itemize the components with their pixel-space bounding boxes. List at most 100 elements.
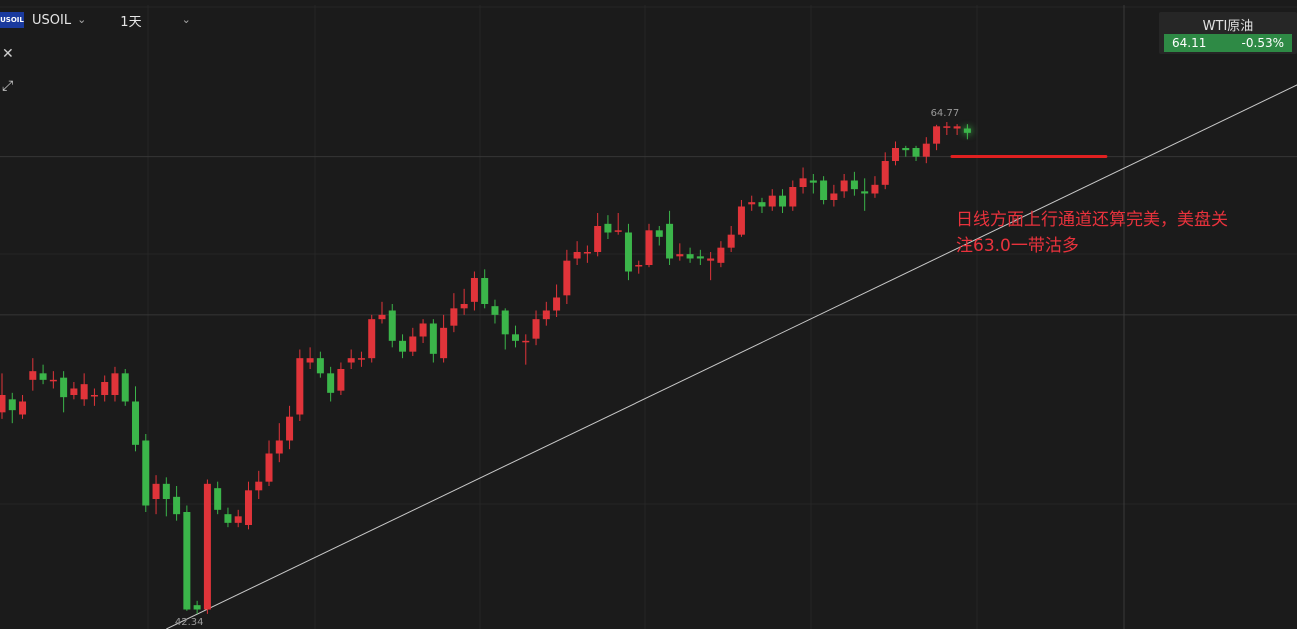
candle [912,148,920,157]
timeframe-selector[interactable]: 1天 [120,14,142,30]
candle [624,232,632,272]
candle [850,180,858,190]
candle [214,488,222,510]
candle [357,358,365,360]
candle [902,148,910,151]
candle [19,401,27,415]
candle [152,483,160,499]
candle [840,180,848,192]
candle [789,187,797,207]
candle [532,319,540,339]
low-price-label: 42.34 [175,617,204,628]
candle [327,373,335,393]
candle [635,265,643,267]
candle [799,178,807,187]
close-icon[interactable]: ✕ [2,46,14,62]
candle [491,306,499,315]
analysis-note: 日线方面上行通道还算完美，美盘关 注63.0一带沽多 [956,207,1296,259]
candle [80,384,88,400]
high-price-label: 64.77 [931,108,960,119]
candle [748,202,756,205]
candle [563,260,571,296]
candle [830,193,838,200]
candle [347,358,355,363]
candle [666,223,674,259]
symbol-selector[interactable]: USOIL [32,12,72,28]
candle [337,369,345,391]
candle [573,252,581,259]
candle [604,223,612,233]
candle [809,180,817,183]
candle [0,395,6,413]
candle [183,512,191,610]
candle [881,161,889,185]
candle [378,314,386,320]
quote-panel: WTI原油 64.11 -0.53% [1159,12,1297,54]
candle [49,379,57,382]
candle [470,278,478,302]
candle [820,180,828,200]
candle [460,304,468,309]
candle [29,371,37,380]
candle [583,252,591,254]
candle [696,256,704,259]
candle [727,234,735,248]
candle [409,336,417,352]
candle [121,373,129,402]
candle [891,148,899,161]
candle [275,440,283,454]
candle [861,191,869,194]
candle [224,514,232,523]
candle [316,358,324,374]
candle [922,143,930,157]
candle [440,327,448,359]
candle [943,126,951,128]
candle [101,382,109,395]
candle [779,195,787,207]
quote-price: 64.11 [1172,36,1207,50]
candle [286,416,294,441]
candle [429,323,437,354]
candle [419,323,427,337]
chevron-down-icon[interactable]: ⌄ [77,12,87,26]
analysis-note-line: 注63.0一带沽多 [956,236,1079,256]
collapse-icon[interactable]: ⤢ [2,78,14,94]
candle [450,308,458,326]
candle [614,230,622,232]
quote-badge: 64.11 -0.53% [1164,34,1292,52]
candle [737,206,745,235]
candle [686,254,694,259]
chevron-down-icon[interactable]: ⌄ [181,12,191,26]
candle [234,516,242,523]
candle [399,340,407,352]
candle [676,254,684,257]
candle [553,297,561,311]
candle [707,258,715,261]
candle [512,334,519,341]
candle [265,453,273,482]
symbol-logo: USOIL [0,12,24,28]
trendline [166,84,1297,629]
candle [193,605,201,610]
candle [768,195,776,207]
candle [162,483,170,499]
candle [501,310,509,335]
candle [963,128,971,133]
quote-change: -0.53% [1241,36,1284,50]
candle [933,126,941,144]
candle [142,440,150,506]
candle [203,483,211,610]
candle [60,377,68,398]
quote-title: WTI原油 [1202,19,1254,34]
candle [645,230,653,265]
candle [522,340,530,343]
candle [758,202,766,207]
candle [173,496,181,515]
candle [8,399,16,411]
candle [90,395,98,397]
analysis-note-line: 日线方面上行通道还算完美，美盘关 [956,210,1228,230]
candle [953,126,961,129]
candle [39,373,47,380]
candle [255,481,263,491]
